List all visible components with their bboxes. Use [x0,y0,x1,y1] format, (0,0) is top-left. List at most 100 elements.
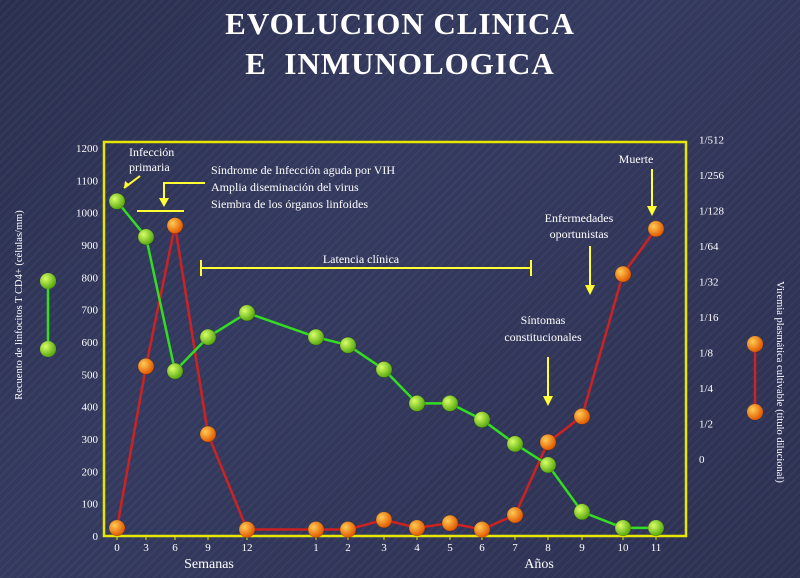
x-tick-label: 10 [618,542,630,554]
arrow-sintomas-head [543,396,553,406]
virus-data-point [307,521,325,538]
legend-virus-marker [747,404,763,420]
annotation-sindrome-line-3: Siembra de los órganos linfoides [211,197,368,211]
virus-data-point [199,425,217,443]
arrow-muerte-head [647,206,657,216]
cd4-data-point [108,193,126,210]
x-tick-label: 1 [313,542,319,554]
cd4-data-point [199,328,217,346]
arrow-sindrome-head [159,198,169,207]
chart-title-line-2: E INMUNOLOGICA [245,46,555,81]
legend-virus-marker [747,336,763,352]
annotation-infeccion-line-1: Infección [129,145,174,159]
arrow-sindrome [163,182,205,200]
x-tick-label: 6 [479,542,485,554]
x-tick-label: 7 [512,542,518,554]
left-tick-label: 700 [82,305,99,317]
virus-data-point [539,433,557,451]
annotation-muerte: Muerte [619,152,654,166]
left-tick-label: 600 [82,337,99,349]
right-tick-label: 1/32 [699,277,719,289]
x-tick-label: 0 [114,542,120,554]
left-tick-label: 1200 [76,143,99,155]
cd4-data-point [375,361,393,378]
cd4-data-point [473,411,491,428]
cd4-data-point [647,519,665,537]
x-tick-label: 9 [205,542,211,554]
right-tick-label: 1/16 [699,312,719,324]
x-tick-label: 12 [242,542,253,554]
right-tick-label: 1/128 [699,206,725,218]
legend-cd4-marker [40,273,56,289]
annotation-sindrome-line-2: Amplia diseminación del virus [211,180,359,194]
x-tick-label: 4 [414,542,420,554]
virus-data-point [473,521,491,538]
x-tick-label: 2 [345,542,351,554]
x-tick-label: 11 [651,542,662,554]
right-tick-label: 1/512 [699,135,724,147]
left-tick-label: 1000 [76,208,99,220]
x-tick-label: 3 [381,542,387,554]
x-label-years: Años [524,557,554,572]
annotation-sindrome-line-1: Síndrome de Infección aguda por VIH [211,163,395,177]
virus-data-point [408,519,426,537]
x-tick-label: 5 [447,542,453,554]
virus-data-point [166,217,184,234]
left-tick-label: 800 [82,272,99,284]
cd4-data-point [408,395,426,412]
left-tick-label: 900 [82,240,99,252]
cd4-data-point [339,336,357,354]
right-tick-label: 1/64 [699,241,719,253]
cd4-data-point [573,503,591,521]
annotation-enfermedades-line-2: oportunistas [550,227,609,241]
virus-data-point [238,521,256,538]
right-tick-label: 1/256 [699,170,725,182]
x-tick-label: 6 [172,542,178,554]
annotation-latencia: Latencia clínica [323,252,400,266]
right-tick-label: 0 [699,454,705,466]
cd4-data-point [307,328,325,346]
cd4-data-point [137,228,155,246]
x-tick-label: 9 [579,542,585,554]
virus-data-point [614,265,632,283]
left-tick-label: 500 [82,369,99,381]
annotation-sintomas-line-1: Síntomas [521,313,566,327]
x-label-weeks: Semanas [184,557,234,572]
chart-title: EVOLUCION CLINICA E INMUNOLOGICA [0,4,800,84]
cd4-data-point [614,519,632,537]
virus-data-point [573,408,591,425]
left-tick-label: 400 [82,402,99,414]
arrow-enfermedades-head [585,285,595,295]
virus-data-point [647,220,665,238]
legend-cd4-marker [40,341,56,357]
virus-data-point [339,521,357,538]
virus-data-point [375,511,393,529]
latency-bracket [200,260,532,276]
cd4-data-point [506,435,524,453]
x-tick-label: 8 [545,542,551,554]
arrow-infeccion-head [124,181,130,188]
left-tick-label: 1100 [76,175,98,187]
chart-title-line-1: EVOLUCION CLINICA [225,6,575,41]
legend [40,273,763,420]
annotation-enfermedades-line-1: Enfermedades [545,211,614,225]
cd4-data-point [441,395,459,412]
series-points [108,193,665,538]
right-tick-label: 1/8 [699,348,714,360]
virus-data-point [506,506,524,524]
right-tick-label: 1/2 [699,419,713,431]
cd4-data-point [238,304,256,322]
axes: 0 100 2 0 0 300 400 500 600 700 800 900 1000 1100 1200… [14,135,785,573]
left-tick-label: 0 [93,531,99,543]
cd4-data-point [539,456,557,474]
series-lines [115,200,658,531]
y-label-left: Recuento de linfocitos T CD4+ (células/m… [14,210,25,400]
x-tick-label: 3 [143,542,149,554]
cd4-series-line [116,200,656,530]
cd4-data-point [166,362,184,380]
left-tick-label: 300 [82,434,99,446]
left-tick-label: 100 [82,499,99,511]
plot-frame [102,140,688,538]
annotation-infeccion-line-2: primaria [129,160,170,174]
